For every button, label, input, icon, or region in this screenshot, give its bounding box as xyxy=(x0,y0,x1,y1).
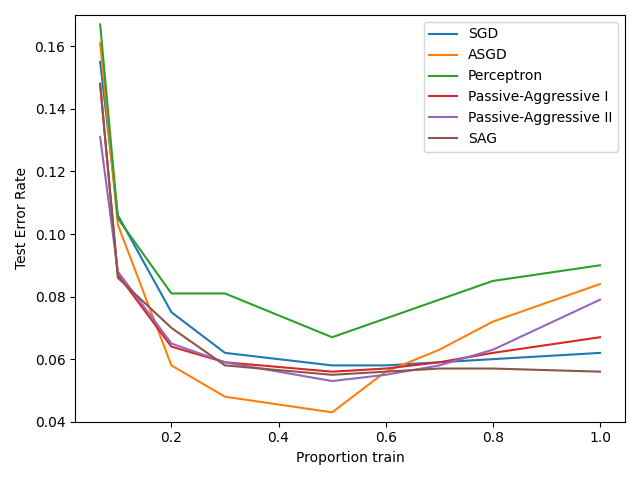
ASGD xyxy=(114,222,122,228)
Passive-Aggressive I xyxy=(596,335,604,340)
Passive-Aggressive II xyxy=(382,372,390,378)
Y-axis label: Test Error Rate: Test Error Rate xyxy=(15,168,29,269)
Passive-Aggressive II xyxy=(96,134,104,140)
Passive-Aggressive II xyxy=(435,362,443,368)
Passive-Aggressive II xyxy=(221,360,229,365)
SAG xyxy=(489,366,497,372)
Perceptron xyxy=(489,278,497,284)
SGD xyxy=(168,309,175,315)
Perceptron xyxy=(96,22,104,27)
Passive-Aggressive I xyxy=(168,344,175,349)
Passive-Aggressive I xyxy=(489,350,497,356)
Passive-Aggressive I xyxy=(435,360,443,365)
Passive-Aggressive I xyxy=(221,360,229,365)
SGD xyxy=(382,362,390,368)
Perceptron xyxy=(596,263,604,268)
Perceptron xyxy=(221,290,229,296)
Line: SGD: SGD xyxy=(100,62,600,365)
ASGD xyxy=(328,409,336,415)
SGD xyxy=(114,212,122,218)
Legend: SGD, ASGD, Perceptron, Passive-Aggressive I, Passive-Aggressive II, SAG: SGD, ASGD, Perceptron, Passive-Aggressiv… xyxy=(424,22,618,152)
SAG xyxy=(221,362,229,368)
SAG xyxy=(328,372,336,378)
Passive-Aggressive I xyxy=(114,272,122,277)
SAG xyxy=(168,325,175,331)
Passive-Aggressive II xyxy=(596,297,604,302)
ASGD xyxy=(168,362,175,368)
SGD xyxy=(435,360,443,365)
ASGD xyxy=(489,319,497,324)
SGD xyxy=(221,350,229,356)
ASGD xyxy=(221,394,229,399)
Line: SAG: SAG xyxy=(100,84,600,375)
Perceptron xyxy=(328,335,336,340)
SGD xyxy=(96,59,104,65)
X-axis label: Proportion train: Proportion train xyxy=(296,451,404,465)
ASGD xyxy=(382,369,390,374)
SGD xyxy=(328,362,336,368)
SAG xyxy=(382,369,390,374)
Passive-Aggressive I xyxy=(328,369,336,374)
SGD xyxy=(596,350,604,356)
Line: ASGD: ASGD xyxy=(100,43,600,412)
ASGD xyxy=(435,347,443,353)
Passive-Aggressive II xyxy=(328,378,336,384)
ASGD xyxy=(596,281,604,287)
Passive-Aggressive II xyxy=(489,347,497,353)
SAG xyxy=(435,366,443,372)
Perceptron xyxy=(382,315,390,321)
ASGD xyxy=(96,40,104,46)
SAG xyxy=(96,81,104,87)
Passive-Aggressive II xyxy=(114,269,122,275)
Line: Perceptron: Perceptron xyxy=(100,24,600,337)
Passive-Aggressive II xyxy=(168,341,175,347)
Line: Passive-Aggressive I: Passive-Aggressive I xyxy=(100,84,600,372)
Perceptron xyxy=(114,216,122,221)
SAG xyxy=(114,275,122,281)
Passive-Aggressive I xyxy=(96,81,104,87)
Perceptron xyxy=(435,297,443,302)
SAG xyxy=(596,369,604,374)
Perceptron xyxy=(168,290,175,296)
Passive-Aggressive I xyxy=(382,366,390,372)
SGD xyxy=(489,356,497,362)
Line: Passive-Aggressive II: Passive-Aggressive II xyxy=(100,137,600,381)
